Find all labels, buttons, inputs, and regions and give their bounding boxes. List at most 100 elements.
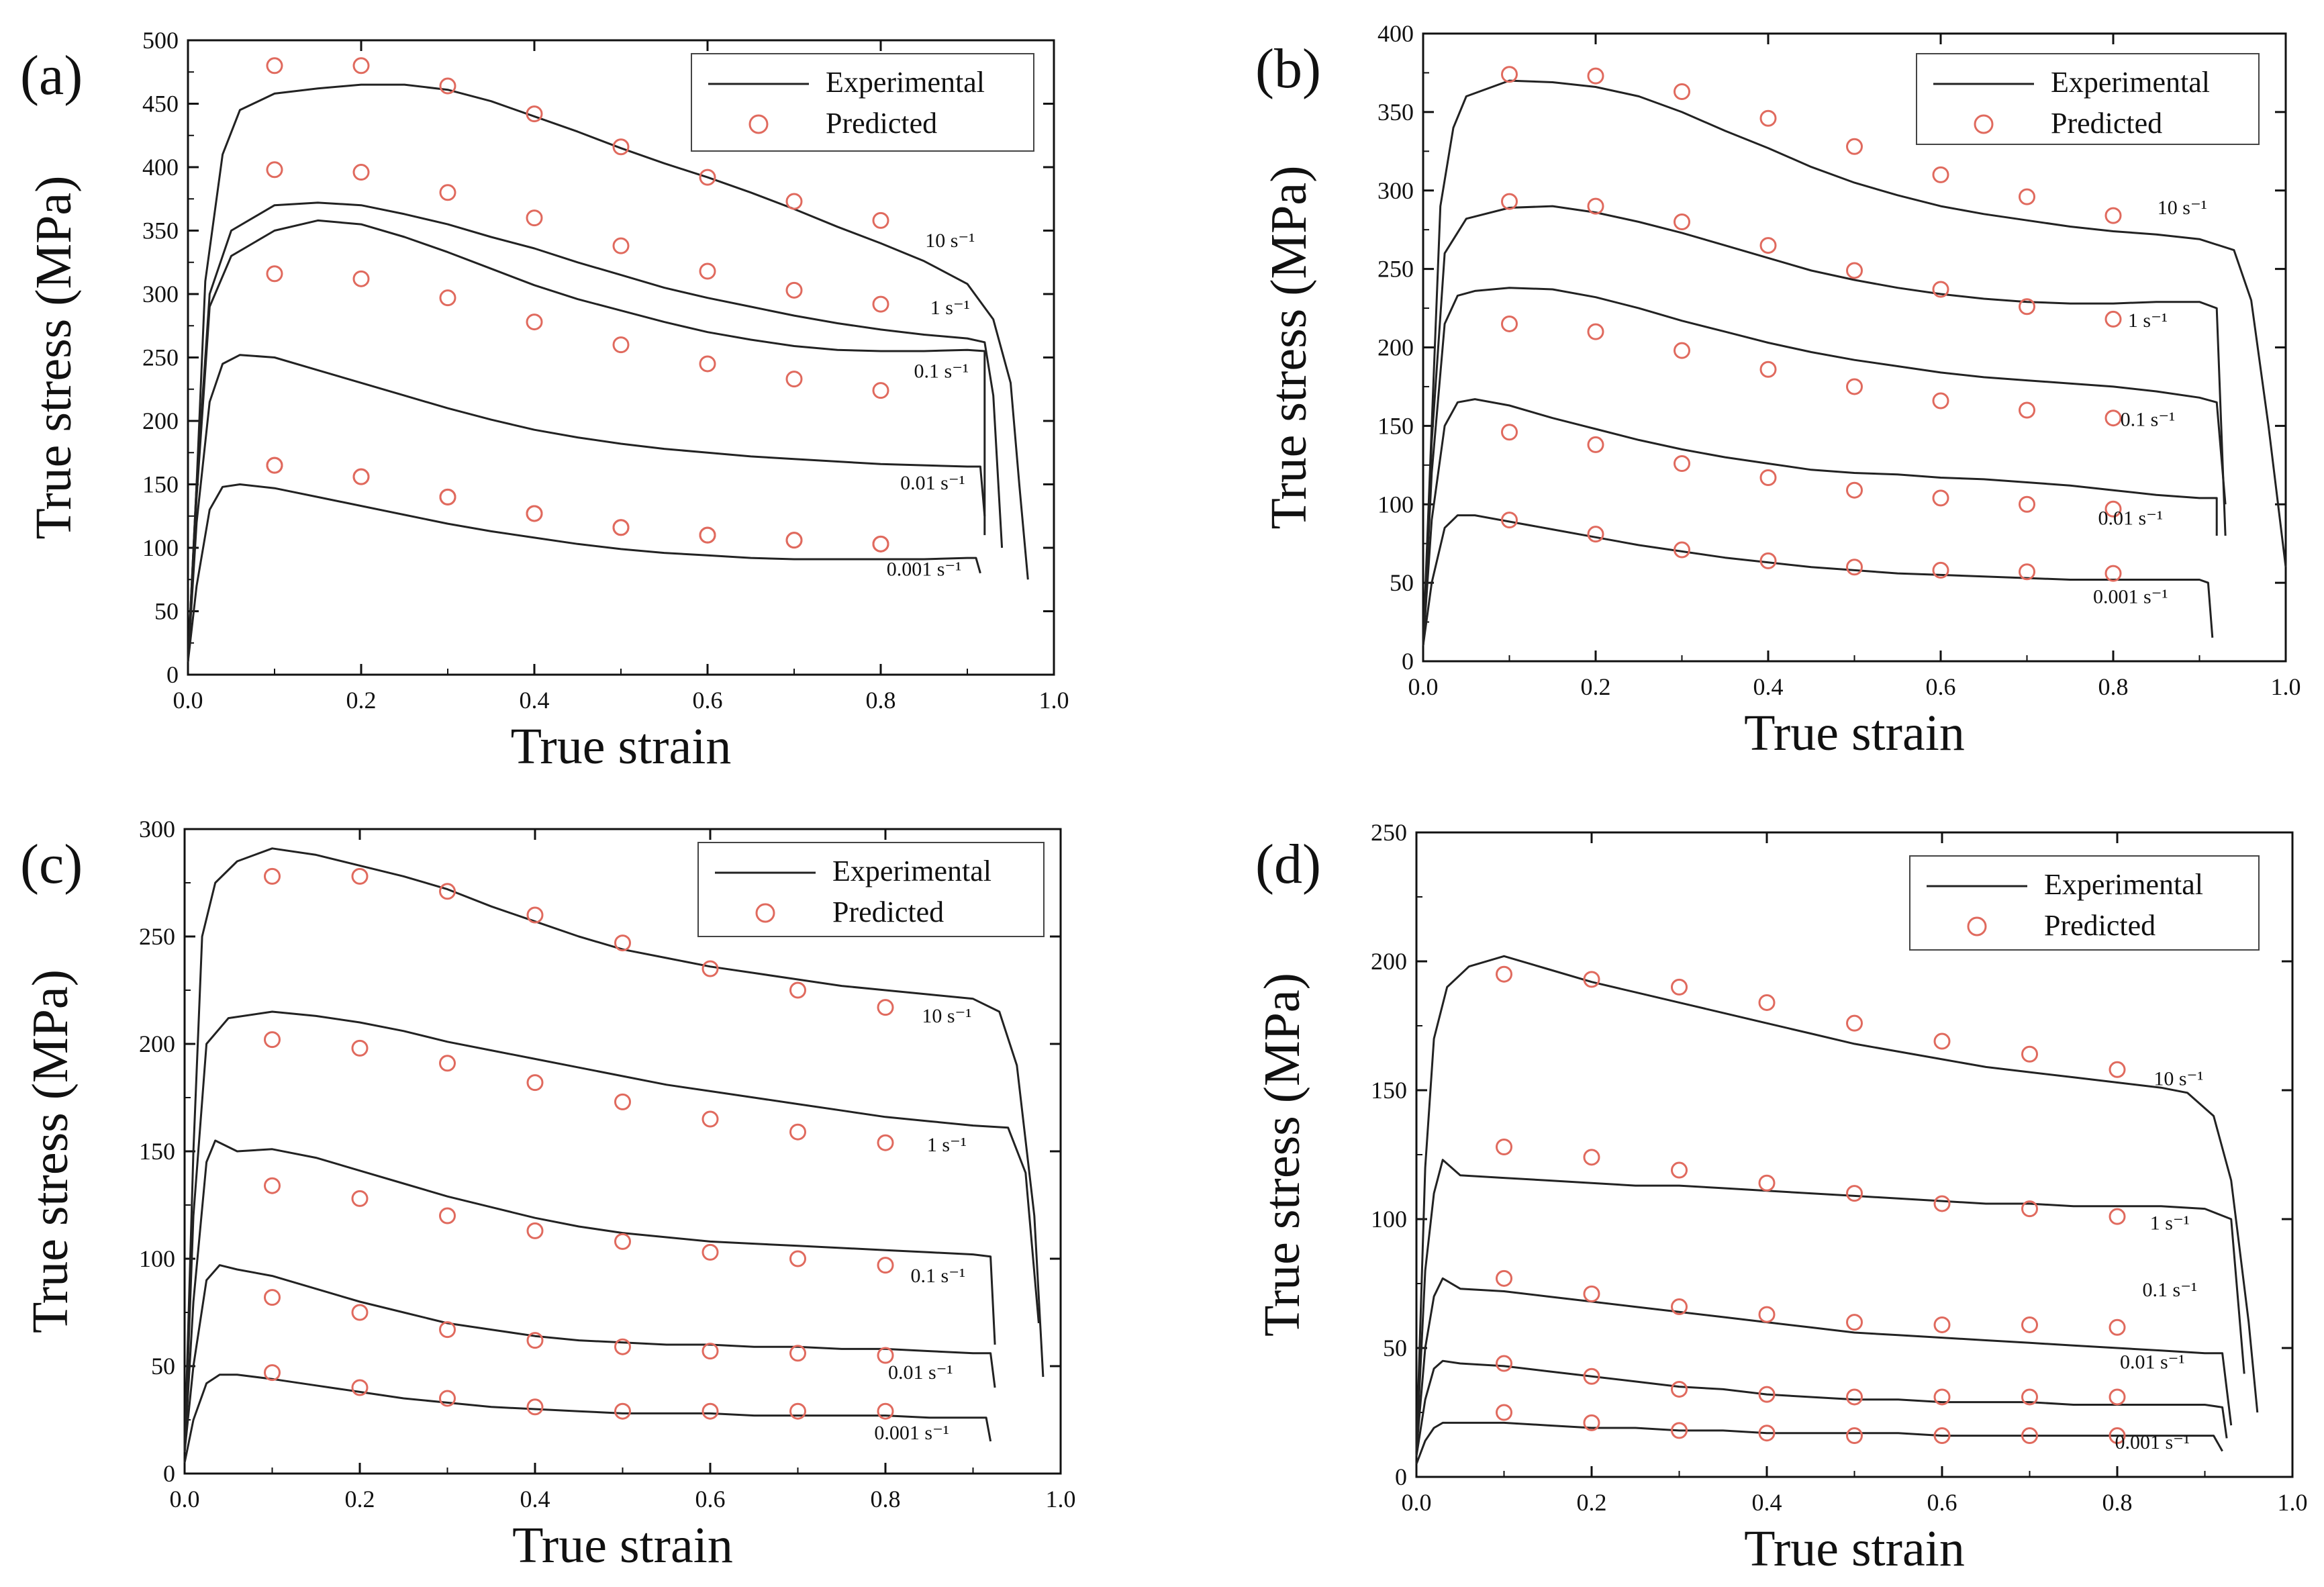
predicted-marker [701,960,719,977]
predicted-marker [2019,401,2035,419]
legend-box [697,842,1045,937]
experimental-curve [1422,514,2214,646]
predicted-marker [526,1332,544,1349]
predicted-marker [2104,310,2122,328]
y-tick-label: 250 [142,344,179,371]
predicted-marker [1933,1032,1951,1050]
predicted-marker [1501,424,1518,441]
legend-label-predicted: Predicted [2044,909,2156,942]
experimental-curve [1415,1421,2223,1465]
x-tick-label: 0.0 [170,1486,200,1512]
predicted-marker [785,371,803,388]
legend: Experimental Predicted [1909,855,2260,951]
predicted-marker [439,184,456,201]
y-tick-label: 200 [1377,334,1414,361]
predicted-marker [789,1250,806,1267]
x-tick-label: 0.8 [871,1486,901,1512]
predicted-marker [1501,512,1518,529]
experimental-curve [1415,955,2259,1451]
y-tick-label: 150 [1371,1077,1407,1104]
chart-panel-1: (a) 0.0 0.2 0.4 0.6 0.8 1.0 0 50 100 150 200 250 300 3… [20,27,1069,775]
predicted-marker [1932,561,1949,579]
predicted-marker [2021,1045,2038,1063]
y-tick-label: 200 [139,1030,175,1057]
experimental-curve [1422,205,2227,646]
x-tick-label: 0.4 [1753,673,1784,700]
predicted-marker [352,468,370,485]
predicted-marker [1496,1138,1512,1155]
y-tick-label: 0 [166,661,179,688]
y-tick-label: 250 [139,923,175,950]
series-5: 0.001 s⁻¹ [1422,512,2214,646]
predicted-marker [1932,281,1949,298]
predicted-marker [1759,469,1777,487]
predicted-marker [1674,83,1690,100]
predicted-marker [1583,1285,1600,1302]
legend-label-experimental: Experimental [832,855,991,887]
predicted-marker [1758,1425,1776,1442]
predicted-marker [789,981,806,999]
legend-label-experimental: Experimental [826,66,985,99]
predicted-marker [1846,559,1863,576]
strain-rate-label: 0.1 s⁻¹ [2143,1279,2198,1301]
predicted-marker [1759,360,1777,378]
strain-rate-label: 0.001 s⁻¹ [887,559,962,581]
series-3: 0.1 s⁻¹ [1422,287,2227,646]
predicted-marker [1932,166,1949,183]
legend-label-experimental: Experimental [2051,66,2210,99]
y-axis-title: True stress (MPa) [1261,166,1317,530]
x-tick-label: 1.0 [2271,673,2301,700]
y-tick-label: 0 [1402,648,1414,675]
predicted-marker [1846,1388,1863,1406]
experimental-curve [187,83,1029,663]
predicted-marker [877,999,894,1016]
x-tick-label: 0.6 [695,1486,726,1512]
predicted-marker [1501,66,1518,83]
chart-panel-3: (c) 0.0 0.2 0.4 0.6 0.8 1.0 0 50 100 150 200 250 300 T… [20,816,1076,1574]
predicted-marker [612,138,630,156]
predicted-marker [1759,237,1777,254]
predicted-marker [877,1402,894,1420]
experimental-curve [183,1010,1040,1453]
predicted-marker [1846,481,1863,499]
y-axis-title: True stress (MPa) [26,176,82,540]
strain-rate-label: 0.001 s⁻¹ [874,1422,949,1444]
y-tick-label: 400 [142,154,179,181]
experimental-curve [183,1139,996,1453]
predicted-marker [526,314,543,331]
series-3: 0.1 s⁻¹ [1415,1269,2233,1451]
predicted-marker [1758,994,1776,1011]
x-tick-label: 1.0 [1046,1486,1076,1512]
predicted-marker [789,1123,806,1141]
strain-rate-label: 1 s⁻¹ [2150,1212,2190,1234]
experimental-curve [1415,1159,2245,1451]
predicted-marker [2021,1316,2038,1333]
predicted-marker [439,289,456,307]
predicted-marker [872,535,889,552]
predicted-marker [1932,392,1949,410]
series-1: 10 s⁻¹ [1422,66,2287,646]
strain-rate-label: 0.001 s⁻¹ [2093,586,2168,608]
series-3: 0.1 s⁻¹ [183,1139,996,1453]
legend-marker-swatch [1967,916,1987,936]
predicted-marker [1846,138,1863,155]
legend: Experimental Predicted [1916,53,2260,145]
predicted-marker [699,262,716,280]
predicted-marker [1674,541,1690,559]
predicted-marker [614,1338,631,1355]
strain-rate-label: 0.001 s⁻¹ [2115,1431,2190,1453]
series-2: 1 s⁻¹ [187,161,1004,663]
predicted-marker [2109,1318,2126,1336]
predicted-marker [439,1390,456,1407]
predicted-marker [699,355,716,373]
chart-panel-2: (b) 0.0 0.2 0.4 0.6 0.8 1.0 0 50 100 150 200 250 300 3… [1255,20,2301,761]
predicted-marker [2104,500,2122,518]
x-tick-label: 0.2 [1581,673,1611,700]
x-tick-label: 0.0 [1408,673,1439,700]
y-tick-label: 300 [1377,177,1414,204]
x-axis-title: True strain [1744,1521,1965,1577]
predicted-marker [877,1347,894,1364]
y-tick-label: 50 [154,598,179,625]
predicted-marker [1583,1367,1600,1385]
